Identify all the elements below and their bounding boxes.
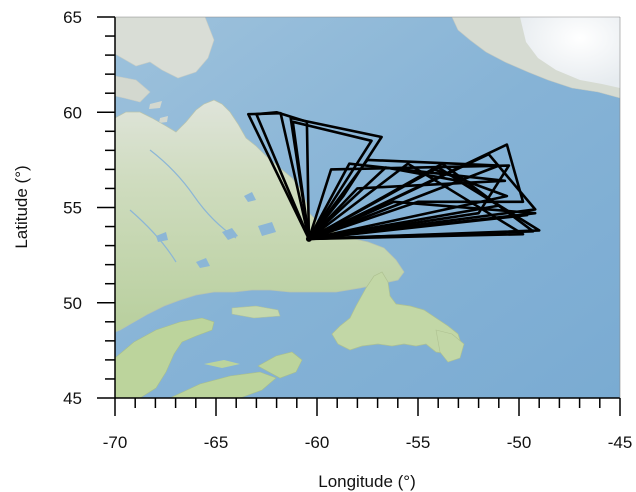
anticosti-island: [231, 305, 281, 319]
newfoundland: [331, 271, 463, 355]
x-tick-label: -65: [204, 433, 229, 452]
flight-track-12: [308, 168, 509, 241]
y-tick-label: 50: [63, 294, 82, 313]
river-1: [149, 149, 237, 239]
y-tick-label: 65: [63, 8, 82, 27]
baffin-island: [115, 17, 215, 79]
x-tick-label: -55: [406, 433, 431, 452]
lake-2: [258, 222, 276, 236]
flight-tracks: [247, 111, 541, 242]
y-tick-label: 60: [63, 103, 82, 122]
ungava-bay-islands: [159, 116, 168, 123]
y-ticks: 45 50 55 60 65: [63, 8, 115, 408]
nova-scotia: [169, 371, 277, 398]
x-tick-label: -45: [608, 433, 633, 452]
y-tick-label: 45: [63, 389, 82, 408]
gaspe-new-brunswick: [115, 317, 215, 398]
resolution-island: [149, 101, 162, 109]
x-tick-label: -70: [103, 433, 128, 452]
flight-track-13: [308, 166, 501, 241]
prince-edward-island: [204, 360, 240, 368]
flight-track-2: [255, 111, 311, 240]
y-tick-label: 55: [63, 199, 82, 218]
flight-track-16: [308, 213, 529, 241]
flight-track-4: [291, 120, 373, 240]
baffin-island-south: [115, 75, 151, 103]
flight-track-11: [308, 152, 537, 241]
x-tick-label: -50: [507, 433, 532, 452]
flight-track-15: [308, 162, 525, 241]
x-tick-label: -60: [305, 433, 330, 452]
cape-breton: [257, 351, 303, 379]
river-2: [129, 209, 177, 263]
avalon-peninsula: [435, 329, 465, 363]
y-axis-title: Latitude (°): [12, 165, 31, 248]
lake-3: [196, 258, 210, 268]
x-axis-title: Longitude (°): [318, 472, 416, 491]
flight-track-6: [307, 162, 507, 240]
lake-5: [244, 192, 256, 202]
origin-point: [305, 235, 312, 242]
x-ticks: -70 -65 -60 -55 -50 -45: [103, 398, 633, 452]
basemap: [115, 17, 620, 398]
flight-track-5: [307, 164, 511, 241]
greenland-ice-sheet: [520, 17, 620, 88]
